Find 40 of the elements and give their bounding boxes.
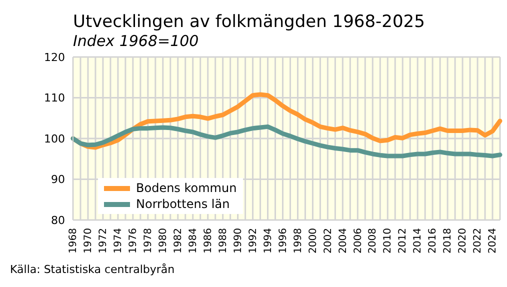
- line-series: [70, 124, 502, 158]
- x-tick-label: 2008: [368, 228, 379, 254]
- x-tick-label: 1996: [278, 228, 289, 254]
- legend-label: Bodens kommun: [136, 181, 237, 195]
- x-tick-label: 2020: [458, 228, 469, 254]
- x-tick-label: 1976: [128, 228, 140, 254]
- text: Källa: Statistiska centralbyrån: [10, 263, 175, 276]
- x-tick-label: 1968: [68, 228, 80, 254]
- x-tick-label: 2018: [442, 228, 454, 254]
- y-tick-label: 100: [44, 132, 65, 146]
- y-tick-label: 90: [51, 173, 65, 186]
- x-tick-label: 2006: [352, 228, 364, 254]
- x-tick-label: 2016: [428, 228, 439, 254]
- x-tick-label: 2004: [338, 228, 349, 254]
- x-tick-label: 1992: [248, 228, 259, 254]
- x-tick-label: 2022: [472, 228, 484, 254]
- y-tick-label: 120: [44, 50, 65, 64]
- x-tick-label: 2010: [382, 228, 394, 254]
- x-tick-label: 1984: [188, 228, 199, 254]
- x-tick-label: 1980: [158, 228, 169, 254]
- chart-subtitle: Index 1968=100: [73, 32, 199, 50]
- x-tick-label: 2002: [322, 228, 334, 254]
- x-tick-label: 1970: [83, 228, 94, 254]
- y-tick-label: 80: [51, 214, 65, 227]
- x-tick-label: 2014: [412, 228, 424, 254]
- x-tick-label: 1994: [262, 228, 274, 254]
- x-tick-label: 1972: [98, 228, 110, 254]
- x-tick-label: 2024: [488, 228, 499, 254]
- legend-label: Norrbottens län: [136, 197, 230, 211]
- x-tick-label: 2000: [308, 228, 319, 254]
- x-tick-label: 1978: [143, 228, 154, 254]
- chart-title: Utvecklingen av folkmängden 1968-2025: [73, 12, 425, 32]
- x-tick-label: 1988: [218, 228, 229, 254]
- x-tick-label: 2012: [398, 228, 409, 254]
- x-tick-label: 1974: [113, 228, 124, 254]
- y-tick-label: 110: [44, 92, 65, 105]
- x-tick-label: 1986: [202, 228, 214, 254]
- x-tick-label: 1982: [172, 228, 184, 254]
- x-tick-label: 1990: [232, 228, 244, 254]
- x-tick-label: 1998: [292, 228, 304, 254]
